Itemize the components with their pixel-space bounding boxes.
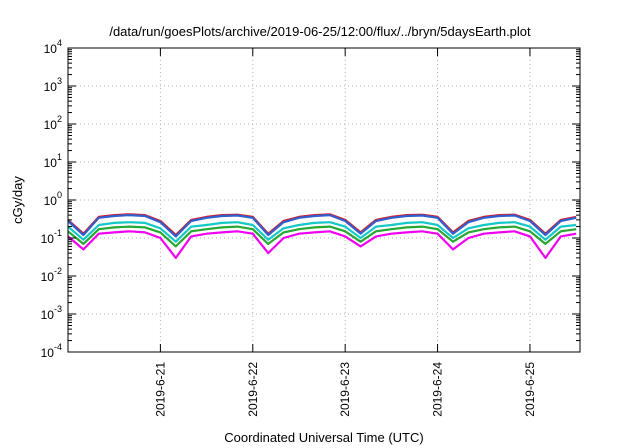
y-tick-label-base: 10 xyxy=(41,346,55,360)
grid xyxy=(68,48,580,352)
y-tick-label-exponent: 3 xyxy=(57,76,62,86)
y-tick-label-exponent: -4 xyxy=(54,342,62,352)
chart-title: /data/run/goesPlots/archive/2019-06-25/1… xyxy=(109,24,531,39)
y-tick-label-exponent: 1 xyxy=(57,152,62,162)
series-line xyxy=(67,225,577,248)
y-tick-label-base: 10 xyxy=(44,194,58,208)
y-tick-label-base: 10 xyxy=(44,118,58,132)
y-tick-label: 102 xyxy=(44,114,62,132)
x-axis-ticks: 2019-6-21 2019-6-22 2019-6-23 2019-6-24 2019… xyxy=(153,48,537,417)
y-tick-label: 10-3 xyxy=(41,304,62,322)
x-tick-label: 2019-6-25 xyxy=(523,362,537,417)
x-tick-label: 2019-6-22 xyxy=(246,362,260,417)
y-tick-label-exponent: 4 xyxy=(57,38,62,48)
x-tick-label: 2019-6-21 xyxy=(153,362,167,417)
series-line xyxy=(67,230,577,259)
x-axis-label: Coordinated Universal Time (UTC) xyxy=(224,430,423,445)
y-tick-label: 100 xyxy=(44,190,62,208)
y-axis-label: cGy/day xyxy=(10,176,25,224)
y-tick-label: 10-4 xyxy=(41,342,62,360)
y-tick-label-base: 10 xyxy=(41,308,55,322)
y-tick-label-exponent: -3 xyxy=(54,304,62,314)
y-tick-label-base: 10 xyxy=(44,80,58,94)
y-tick-label-base: 10 xyxy=(44,42,58,56)
y-tick-label-base: 10 xyxy=(41,232,55,246)
y-tick-label: 10-2 xyxy=(41,266,62,284)
series-group xyxy=(67,213,577,259)
x-tick-label: 2019-6-23 xyxy=(338,362,352,417)
series-line xyxy=(67,221,577,243)
series-line xyxy=(67,214,577,238)
x-tick-label: 2019-6-24 xyxy=(431,362,445,417)
y-tick-label: 104 xyxy=(44,38,62,56)
y-tick-label-exponent: 0 xyxy=(57,190,62,200)
y-tick-label: 10-1 xyxy=(41,228,62,246)
y-tick-label-base: 10 xyxy=(44,156,58,170)
y-tick-label: 103 xyxy=(44,76,62,94)
y-tick-label: 101 xyxy=(44,152,62,170)
y-tick-label-base: 10 xyxy=(41,270,55,284)
y-tick-label-exponent: 2 xyxy=(57,114,62,124)
y-tick-label-exponent: -2 xyxy=(54,266,62,276)
y-tick-label-exponent: -1 xyxy=(54,228,62,238)
